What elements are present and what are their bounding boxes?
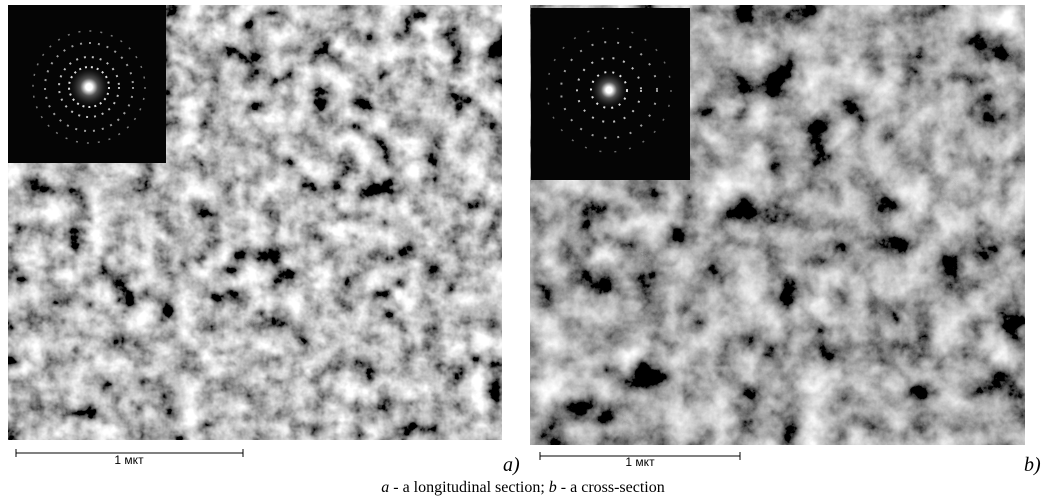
caption-text: - a longitudinal section;: [389, 479, 549, 496]
caption-text: - a cross-section: [557, 479, 665, 496]
figure: 1 мкт a) 1 мкт b) a - a longitudinal sec…: [0, 0, 1046, 497]
figure-page: 1 мкт a) 1 мкт b) a - a longitudinal sec…: [0, 0, 1046, 497]
caption-letter: a: [381, 479, 389, 496]
panel-label: b): [1024, 454, 1041, 476]
diffraction-inset: [8, 5, 166, 163]
scale-bar-label: 1 мкт: [625, 455, 655, 469]
panel-label: a): [503, 454, 520, 476]
diffraction-inset: [531, 8, 690, 180]
caption-letter: b: [549, 479, 557, 496]
caption: a - a longitudinal section; b - a cross-…: [381, 479, 665, 496]
scale-bar-label: 1 мкт: [114, 453, 144, 467]
